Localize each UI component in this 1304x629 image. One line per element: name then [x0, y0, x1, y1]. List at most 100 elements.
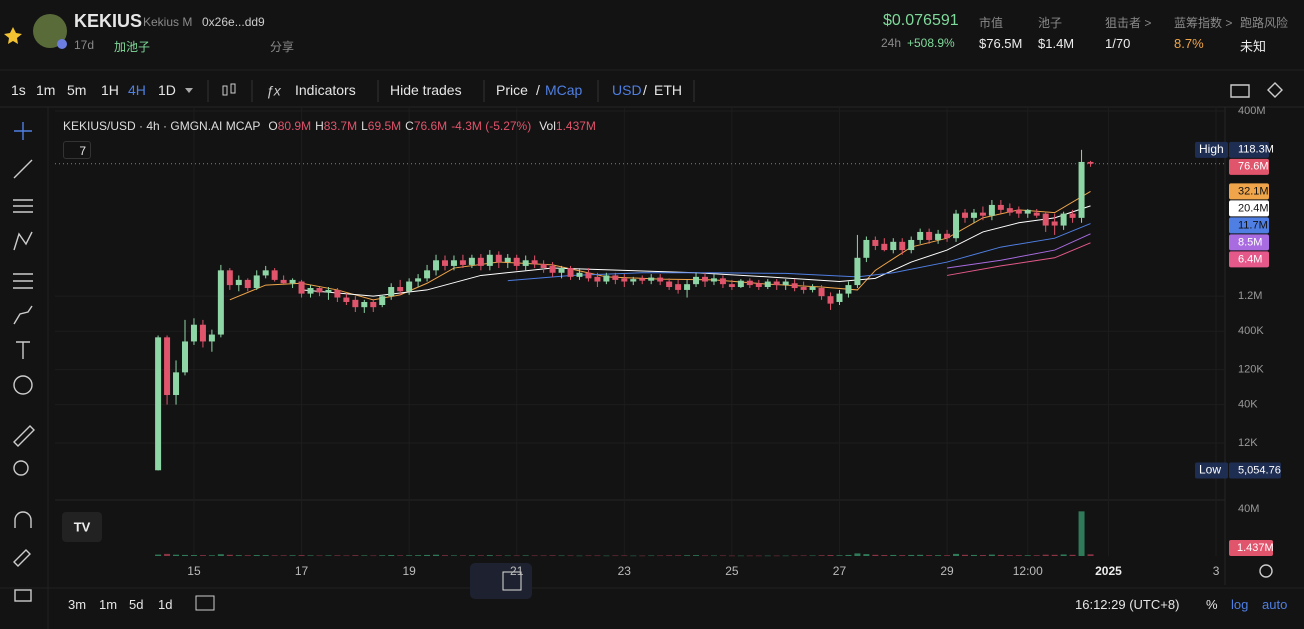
volume-bar — [567, 555, 574, 557]
candle-body — [217, 270, 224, 335]
token-avatar — [33, 14, 67, 48]
candle-body — [719, 278, 726, 285]
stat-value: 未知 — [1240, 39, 1267, 54]
token-address[interactable]: 0x26e...dd9 — [202, 15, 265, 29]
candle-body — [800, 287, 807, 290]
auto-toggle[interactable]: auto — [1262, 597, 1288, 612]
volume-bar — [836, 555, 843, 556]
candle-body — [854, 257, 861, 286]
y-tick-label: 1.2M — [1238, 290, 1262, 302]
emoji-tool[interactable] — [13, 375, 33, 395]
clock: 16:12:29 (UTC+8) — [1075, 597, 1180, 612]
text-tool[interactable] — [16, 341, 30, 359]
x-tick-label: 12:00 — [1013, 564, 1043, 578]
candle-body — [352, 299, 359, 308]
volume-bar — [845, 554, 852, 556]
candle-body — [970, 212, 977, 218]
volume-bar — [702, 555, 708, 557]
x-tick-label: 29 — [940, 564, 954, 578]
x-tick-label: 3 — [1213, 564, 1220, 578]
fx-icon[interactable]: ƒx — [266, 83, 282, 99]
price-tag — [1229, 141, 1269, 158]
candle-body — [307, 288, 314, 294]
lock-tool[interactable] — [14, 589, 32, 602]
volume-bar — [1078, 511, 1085, 556]
price-toggle[interactable]: Price — [496, 82, 528, 98]
tv-logo[interactable] — [62, 512, 102, 542]
measure-tool[interactable] — [13, 425, 35, 447]
range[interactable]: 1m — [99, 597, 118, 612]
price-tag-key — [1195, 141, 1228, 158]
interval[interactable]: 1H — [101, 82, 119, 98]
volume-bar — [486, 555, 493, 556]
zoom-tool[interactable] — [13, 460, 29, 476]
volume-bar — [1033, 555, 1040, 556]
tv-logo-text: TV — [74, 519, 91, 534]
pool-tag[interactable]: 加池子 — [114, 40, 151, 54]
interval[interactable]: 4H — [128, 82, 146, 98]
candle-body — [612, 275, 619, 280]
hide-trades[interactable]: Hide trades — [390, 82, 462, 98]
range[interactable]: 3m — [68, 597, 87, 612]
screenshot-settings[interactable] — [1230, 82, 1283, 98]
x-tick-label: 17 — [295, 564, 309, 578]
draw-mode-tool[interactable] — [13, 549, 31, 567]
indicators[interactable]: Indicators — [295, 82, 356, 98]
volume-bar — [594, 555, 601, 557]
volume-bar — [433, 554, 440, 556]
volume-bar — [155, 554, 162, 556]
volume-bar — [182, 554, 188, 556]
favorite-star[interactable] — [4, 27, 22, 44]
volume-bar — [540, 555, 547, 557]
candle-body — [702, 276, 708, 282]
volume-bar — [199, 555, 206, 556]
candle-body — [1024, 209, 1031, 214]
toolbar-separators — [207, 80, 695, 102]
candle-body — [468, 257, 475, 265]
projection-tool[interactable] — [13, 273, 33, 289]
volume-bar — [379, 555, 386, 556]
mcap-toggle[interactable]: MCap — [545, 82, 583, 98]
interval-dropdown[interactable] — [185, 88, 193, 93]
interval[interactable]: 5m — [67, 82, 87, 98]
usd-toggle[interactable]: USD — [612, 82, 642, 98]
brush-tool[interactable] — [13, 305, 33, 325]
price-tag-key — [1195, 462, 1228, 479]
interval[interactable]: 1m — [36, 82, 56, 98]
volume-bar — [406, 555, 413, 556]
candle-body — [737, 280, 744, 288]
stat-label: 蓝筹指数 > — [1174, 16, 1233, 30]
stat-label: 跑路风险 — [1240, 16, 1289, 30]
indicator-count[interactable]: 7 — [63, 141, 91, 159]
share[interactable]: 分享 — [270, 40, 295, 54]
y-tick-label: 400K — [1238, 325, 1264, 337]
axis-settings[interactable] — [1259, 564, 1273, 578]
candle-body — [1006, 208, 1013, 213]
volume-bar — [953, 553, 960, 556]
percent-toggle[interactable]: % — [1206, 597, 1218, 612]
eth-toggle[interactable]: ETH — [654, 82, 682, 98]
volume-bar — [1024, 555, 1031, 556]
candle-body — [531, 260, 538, 264]
candle-type-icon[interactable] — [222, 83, 236, 96]
candle-body — [424, 270, 431, 279]
volume-bar — [352, 555, 359, 556]
price-tag — [1229, 251, 1269, 268]
volume-tag — [1229, 540, 1273, 556]
legend-value: 80.9M — [277, 119, 312, 133]
candle-body — [1015, 209, 1022, 214]
range[interactable]: 1d — [158, 597, 173, 612]
interval[interactable]: 1s — [11, 82, 26, 98]
interval[interactable]: 1D — [158, 82, 176, 98]
fib-tool[interactable] — [13, 199, 33, 213]
candle-body — [997, 204, 1004, 210]
magnet-tool[interactable] — [14, 511, 32, 528]
pattern-tool[interactable] — [13, 231, 33, 251]
log-toggle[interactable]: log — [1231, 597, 1249, 612]
crosshair-tool[interactable] — [14, 122, 32, 140]
range[interactable]: 5d — [129, 597, 144, 612]
legend-key: C — [405, 119, 414, 133]
volume-bar — [944, 555, 951, 556]
trendline-tool[interactable] — [13, 159, 33, 179]
date-range-icon[interactable] — [195, 595, 215, 611]
